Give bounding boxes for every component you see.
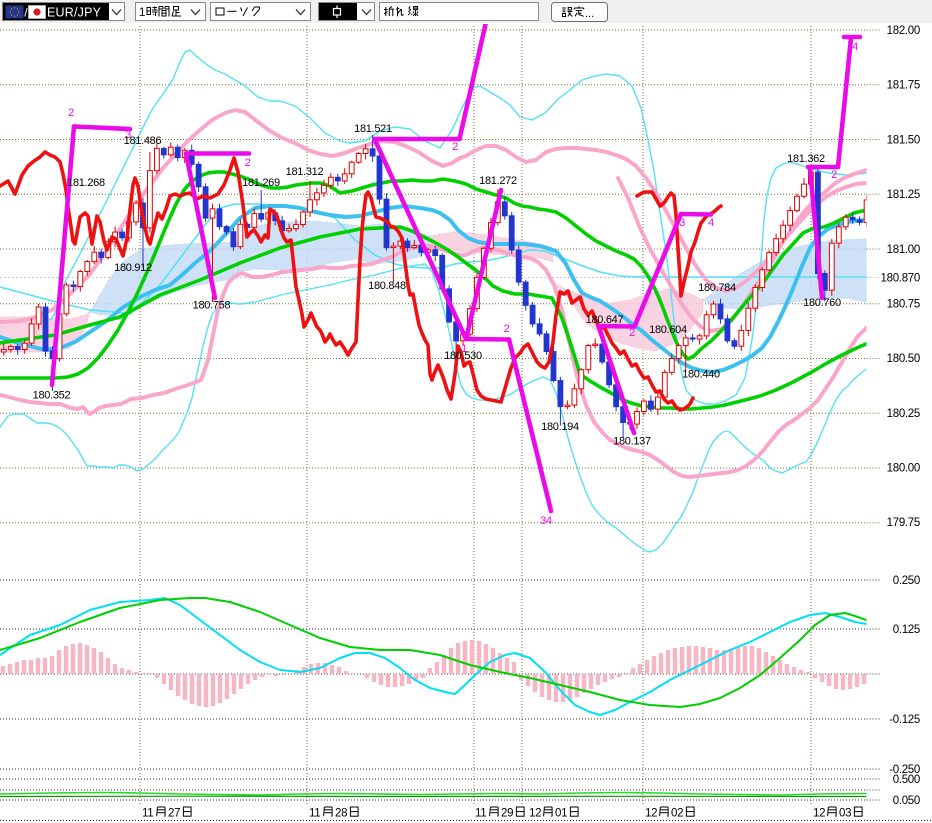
svg-text:181.272: 181.272 bbox=[479, 175, 517, 187]
svg-text:2: 2 bbox=[452, 141, 458, 153]
svg-text:181.362: 181.362 bbox=[787, 153, 825, 165]
svg-text:27: 27 bbox=[168, 808, 180, 820]
svg-text:180.352: 180.352 bbox=[33, 390, 71, 402]
svg-text:181.269: 181.269 bbox=[242, 177, 280, 189]
svg-text:181.521: 181.521 bbox=[354, 123, 392, 135]
svg-text:11: 11 bbox=[309, 808, 320, 820]
svg-text:180.760: 180.760 bbox=[803, 297, 841, 309]
svg-text:29: 29 bbox=[501, 808, 513, 820]
svg-text:2: 2 bbox=[831, 169, 837, 181]
svg-text:180.784: 180.784 bbox=[698, 282, 736, 294]
svg-text:181.25: 181.25 bbox=[887, 189, 920, 201]
svg-text:3: 3 bbox=[679, 217, 685, 229]
svg-text:2: 2 bbox=[245, 157, 251, 169]
svg-text:12: 12 bbox=[645, 808, 657, 820]
svg-text:...: ... bbox=[585, 8, 594, 20]
svg-text:181.00: 181.00 bbox=[887, 244, 920, 256]
svg-text:180.870: 180.870 bbox=[881, 272, 920, 284]
svg-text:11: 11 bbox=[142, 808, 153, 820]
svg-text:181.50: 181.50 bbox=[887, 134, 920, 146]
svg-text:180.848: 180.848 bbox=[368, 280, 406, 292]
svg-text:181.486: 181.486 bbox=[124, 135, 162, 147]
svg-text:28: 28 bbox=[335, 808, 347, 820]
svg-text:-0.250: -0.250 bbox=[889, 764, 920, 776]
svg-text:/: / bbox=[24, 6, 28, 20]
svg-text:182.00: 182.00 bbox=[887, 25, 920, 37]
svg-text:181.75: 181.75 bbox=[887, 80, 920, 92]
svg-text:01: 01 bbox=[555, 808, 567, 820]
svg-text:180.912: 180.912 bbox=[114, 262, 152, 274]
svg-text:180.194: 180.194 bbox=[541, 421, 579, 433]
svg-text:179.75: 179.75 bbox=[887, 517, 920, 529]
svg-text:0.050: 0.050 bbox=[893, 795, 920, 807]
svg-text:02: 02 bbox=[671, 808, 683, 820]
svg-text:EUR/JPY: EUR/JPY bbox=[47, 6, 102, 20]
svg-text:180.758: 180.758 bbox=[193, 300, 231, 312]
svg-text:180.440: 180.440 bbox=[682, 369, 720, 381]
svg-text:180.75: 180.75 bbox=[887, 299, 920, 311]
svg-text:180.137: 180.137 bbox=[613, 436, 651, 448]
svg-text:12: 12 bbox=[813, 808, 825, 820]
svg-text:180.25: 180.25 bbox=[887, 408, 920, 420]
svg-text:34: 34 bbox=[540, 515, 552, 527]
svg-text:180.530: 180.530 bbox=[444, 350, 482, 362]
svg-text:0.125: 0.125 bbox=[893, 624, 920, 636]
svg-text:1: 1 bbox=[461, 343, 467, 355]
svg-text:181.268: 181.268 bbox=[67, 177, 105, 189]
svg-text:3: 3 bbox=[125, 129, 131, 141]
svg-text:2: 2 bbox=[504, 323, 510, 335]
svg-text:-0.125: -0.125 bbox=[889, 714, 920, 726]
svg-text:181.312: 181.312 bbox=[286, 166, 324, 178]
svg-text:11: 11 bbox=[475, 808, 486, 820]
svg-text:180.00: 180.00 bbox=[887, 463, 920, 475]
svg-text:2: 2 bbox=[629, 327, 635, 339]
svg-text:4: 4 bbox=[852, 41, 858, 53]
svg-text:2: 2 bbox=[68, 107, 74, 119]
svg-text:1: 1 bbox=[139, 7, 145, 19]
svg-text:0.250: 0.250 bbox=[893, 575, 920, 587]
svg-text:180.604: 180.604 bbox=[649, 324, 687, 336]
svg-text:0.500: 0.500 bbox=[893, 774, 920, 786]
svg-text:12: 12 bbox=[529, 808, 541, 820]
svg-text:4: 4 bbox=[708, 217, 714, 229]
svg-text:03: 03 bbox=[839, 808, 851, 820]
svg-text:180.647: 180.647 bbox=[586, 314, 624, 326]
svg-text:180.50: 180.50 bbox=[887, 353, 920, 365]
